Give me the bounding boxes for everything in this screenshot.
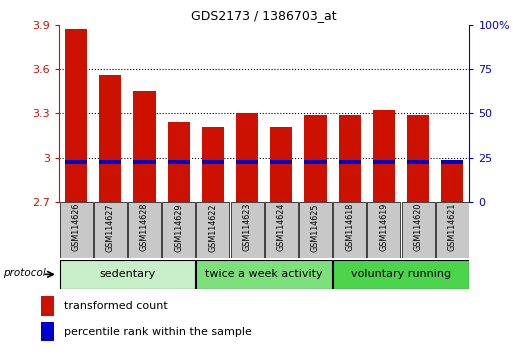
Bar	[270, 127, 292, 202]
Bar	[304, 115, 327, 202]
Bar	[367, 202, 400, 258]
Bar	[168, 122, 190, 202]
Bar	[407, 115, 429, 202]
Bar	[231, 202, 264, 258]
Bar	[41, 296, 54, 316]
Text: GSM114619: GSM114619	[380, 203, 388, 251]
Bar	[304, 160, 327, 164]
Bar	[339, 160, 361, 164]
Bar	[99, 75, 122, 202]
Bar	[202, 127, 224, 202]
Bar	[133, 91, 155, 202]
Bar	[441, 162, 463, 202]
Bar	[162, 202, 195, 258]
Text: GSM114626: GSM114626	[72, 203, 81, 251]
Text: GSM114621: GSM114621	[448, 203, 457, 251]
Text: percentile rank within the sample: percentile rank within the sample	[64, 327, 252, 337]
Text: GSM114628: GSM114628	[140, 203, 149, 251]
Text: transformed count: transformed count	[64, 301, 168, 311]
Bar	[196, 202, 229, 258]
Bar	[99, 160, 122, 164]
Bar	[373, 160, 395, 164]
Bar	[402, 202, 435, 258]
Text: protocol: protocol	[3, 268, 46, 278]
Bar	[339, 115, 361, 202]
Bar	[60, 202, 92, 258]
Text: GSM114623: GSM114623	[243, 203, 251, 251]
Text: GSM114624: GSM114624	[277, 203, 286, 251]
Bar	[441, 160, 463, 164]
Bar	[333, 260, 469, 289]
Bar	[196, 260, 332, 289]
Text: GSM114629: GSM114629	[174, 203, 183, 252]
Text: GSM114622: GSM114622	[208, 203, 218, 252]
Bar	[60, 260, 195, 289]
Bar	[299, 202, 332, 258]
Bar	[202, 160, 224, 164]
Bar	[168, 160, 190, 164]
Bar	[65, 160, 87, 164]
Text: voluntary running: voluntary running	[351, 269, 451, 279]
Bar	[236, 160, 258, 164]
Bar	[133, 160, 155, 164]
Text: GSM114620: GSM114620	[413, 203, 423, 251]
Bar	[407, 160, 429, 164]
Bar	[94, 202, 127, 258]
Text: GSM114618: GSM114618	[345, 203, 354, 251]
Text: sedentary: sedentary	[100, 269, 155, 279]
Text: GSM114627: GSM114627	[106, 203, 115, 252]
Bar	[265, 202, 298, 258]
Bar	[236, 113, 258, 202]
Bar	[333, 202, 366, 258]
Bar	[41, 322, 54, 341]
Bar	[270, 160, 292, 164]
Text: GSM114625: GSM114625	[311, 203, 320, 252]
Text: twice a week activity: twice a week activity	[205, 269, 323, 279]
Title: GDS2173 / 1386703_at: GDS2173 / 1386703_at	[191, 9, 337, 22]
Bar	[65, 29, 87, 202]
Bar	[128, 202, 161, 258]
Bar	[373, 110, 395, 202]
Bar	[436, 202, 469, 258]
